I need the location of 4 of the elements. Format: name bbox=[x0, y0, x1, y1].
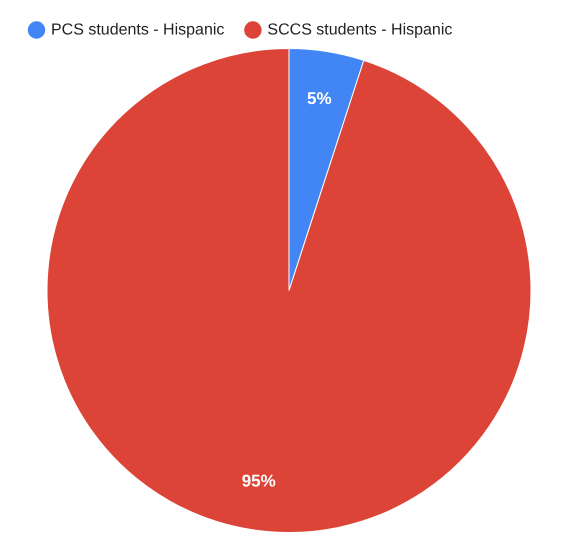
legend-label: SCCS students - Hispanic bbox=[267, 21, 452, 38]
legend-label: PCS students - Hispanic bbox=[51, 21, 224, 38]
data-label: 5% bbox=[306, 88, 332, 108]
data-label: 95% bbox=[242, 471, 276, 490]
